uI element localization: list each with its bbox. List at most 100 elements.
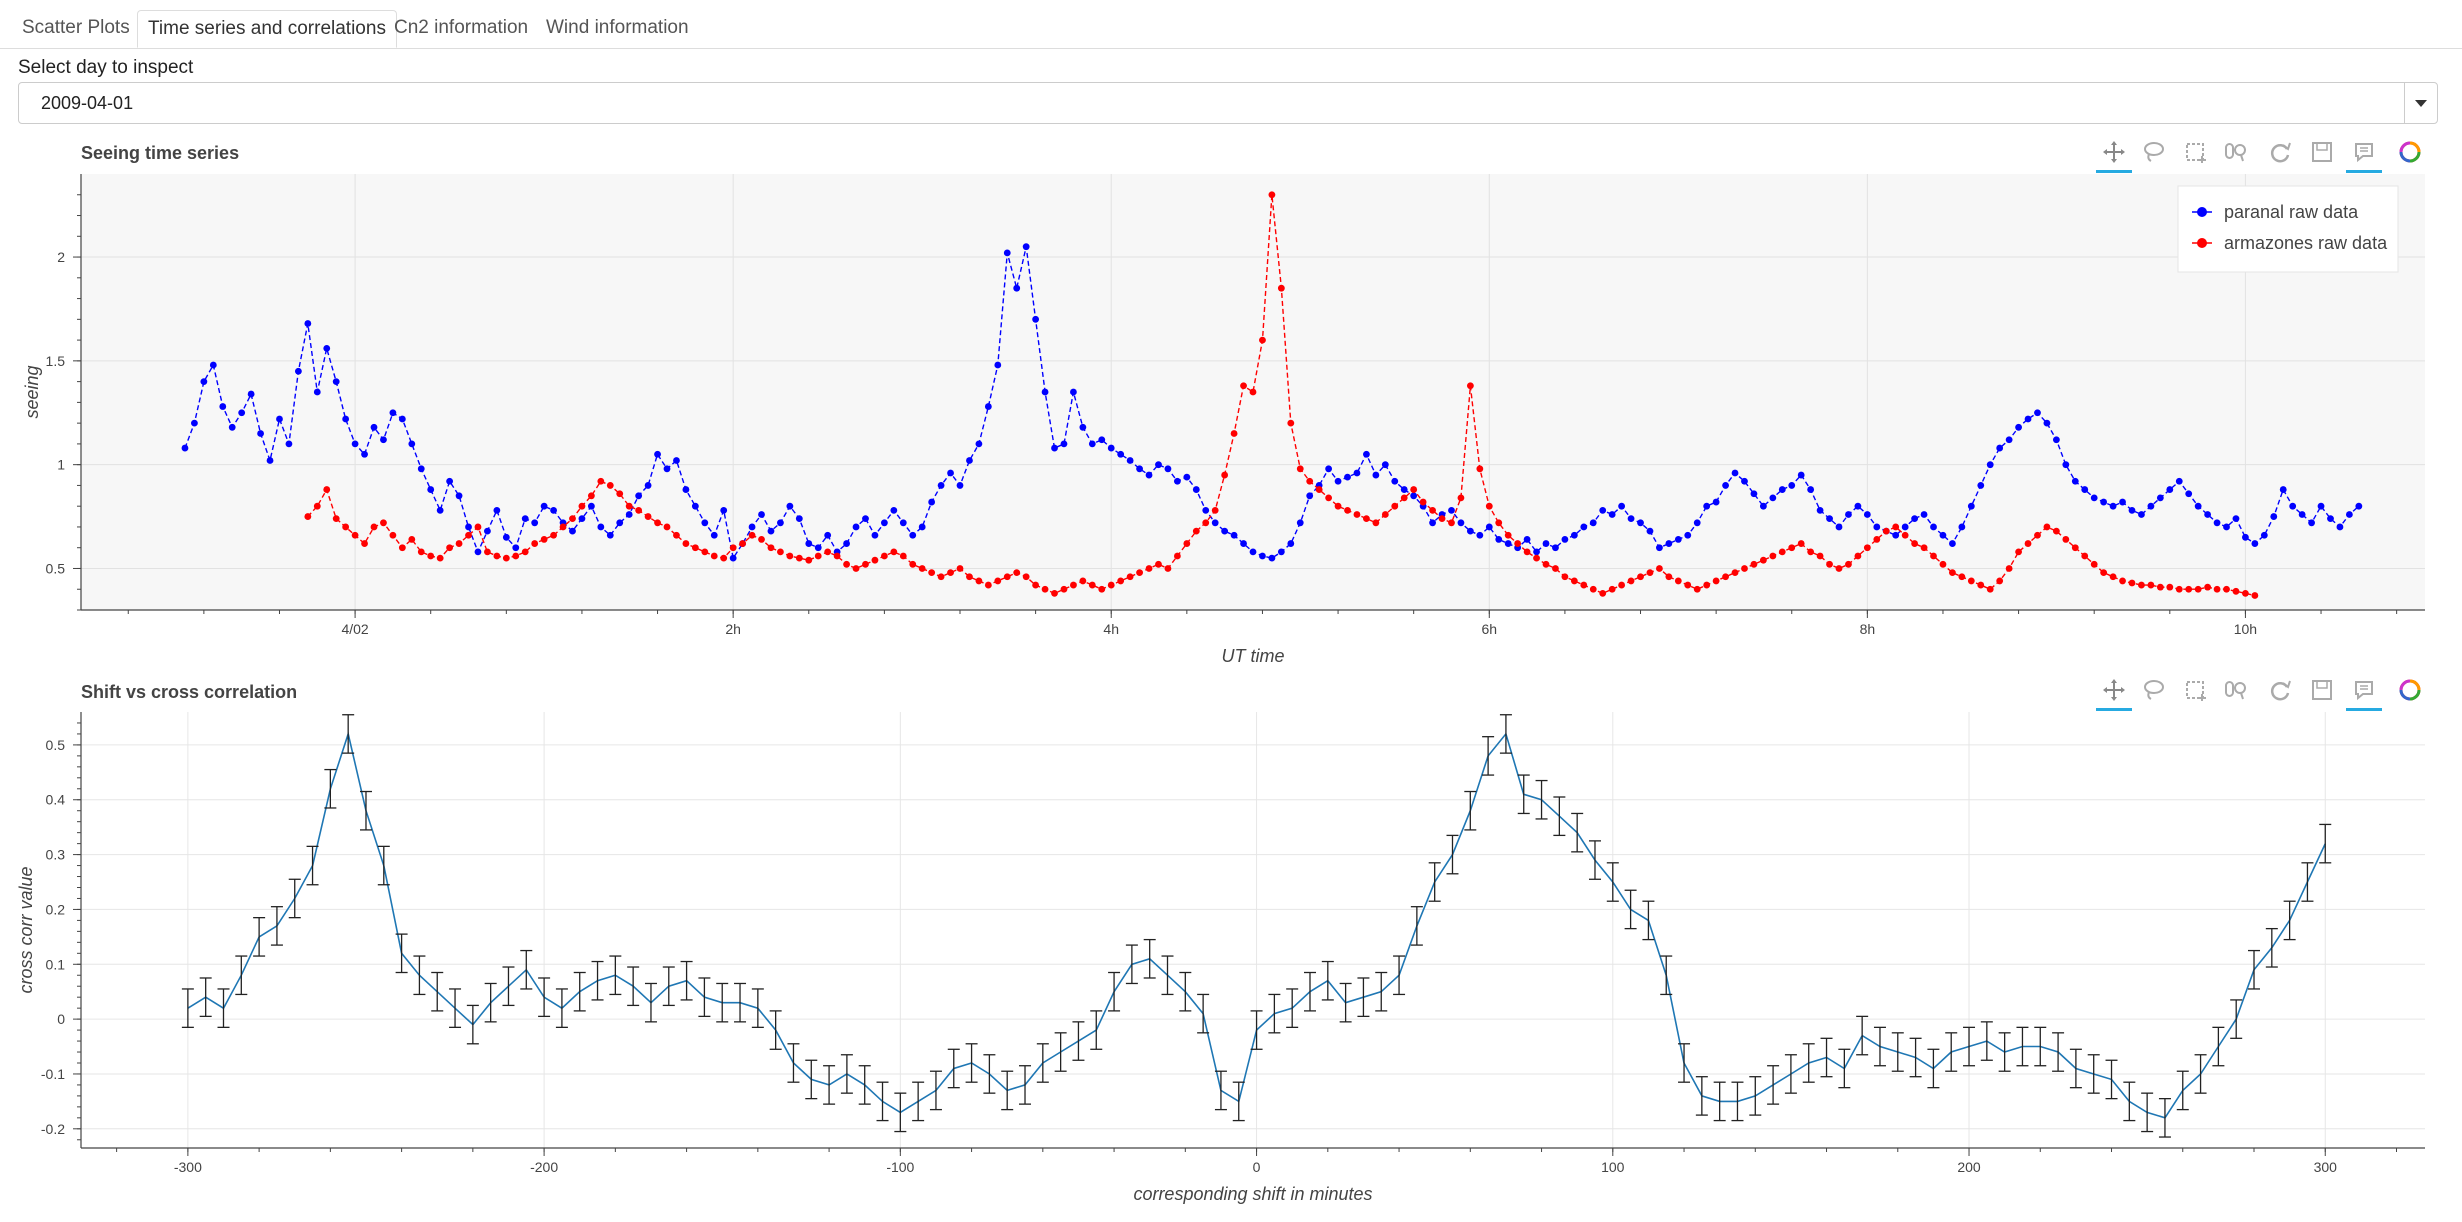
- save-icon: [2312, 680, 2332, 700]
- armazones-data-point: [1221, 471, 1229, 479]
- armazones-data-point: [2242, 589, 2249, 597]
- paranal-data-point: [1552, 544, 1559, 552]
- error-bar: [1001, 1070, 1014, 1111]
- day-select-label: Select day to inspect: [18, 57, 194, 78]
- error-bar: [2283, 900, 2296, 941]
- error-bar: [1019, 1065, 1032, 1105]
- hover-tool[interactable]: [2346, 672, 2382, 711]
- paranal-data-point: [1306, 492, 1314, 500]
- armazones-data-point: [1211, 506, 1219, 514]
- armazones-data-point: [2109, 573, 2117, 581]
- tab-time-series-and-correlations[interactable]: Time series and correlations: [137, 10, 397, 48]
- box-select-tool[interactable]: [2178, 134, 2214, 170]
- paranal-data-point: [512, 544, 520, 552]
- paranal-series-line: [184, 246, 2360, 560]
- armazones-data-point: [1608, 585, 1616, 593]
- armazones-data-point: [1949, 569, 1956, 577]
- paranal-data-point: [1259, 552, 1266, 560]
- error-bar: [502, 966, 515, 1007]
- paranal-data-point: [2175, 477, 2183, 485]
- error-bar: [680, 960, 693, 1001]
- armazones-data-point: [1277, 284, 1285, 292]
- error-bar: [1232, 1081, 1245, 1122]
- paranal-data-point: [1854, 502, 1862, 510]
- armazones-data-point: [427, 552, 435, 560]
- seeing-plot-title: Seeing time series: [81, 143, 240, 163]
- reset-tool[interactable]: [2262, 672, 2298, 708]
- paranal-data-point: [729, 554, 737, 562]
- x-tick-label: 6h: [1482, 621, 1498, 637]
- armazones-data-point: [1325, 494, 1333, 502]
- armazones-data-point: [862, 560, 869, 568]
- wheel-zoom-tool[interactable]: [2218, 134, 2254, 170]
- pan-tool[interactable]: [2096, 134, 2132, 173]
- armazones-data-point: [2251, 592, 2259, 599]
- paranal-data-point: [2223, 523, 2230, 531]
- wheel-zoom-tool[interactable]: [2218, 672, 2254, 708]
- paranal-data-point: [777, 519, 784, 527]
- paranal-data-point: [2109, 502, 2117, 510]
- paranal-data-point: [2156, 494, 2164, 502]
- day-select-dropdown-toggle[interactable]: [2404, 83, 2437, 123]
- paranal-data-point: [1466, 527, 1474, 535]
- lasso-select-tool[interactable]: [2136, 672, 2172, 708]
- error-bar: [2052, 1032, 2065, 1072]
- day-select[interactable]: 2009-04-01: [18, 82, 2438, 124]
- save-tool[interactable]: [2304, 134, 2340, 170]
- armazones-data-point: [323, 486, 331, 493]
- error-bar: [929, 1070, 942, 1111]
- tab-wind-information[interactable]: Wind information: [546, 17, 689, 38]
- cross-correlation-plot[interactable]: -300 -200 -100 0 100 200 300 -0.2 -0.1 0 0.1 0.2 0.3…: [0, 700, 2462, 1222]
- tab-scatter-plots[interactable]: Scatter Plots: [22, 17, 130, 38]
- x-tick-label: 2h: [725, 621, 741, 637]
- armazones-data-point: [1287, 419, 1295, 427]
- reset-tool[interactable]: [2262, 134, 2298, 170]
- hover-tool[interactable]: [2346, 134, 2382, 173]
- armazones-data-point: [1646, 569, 1654, 577]
- armazones-data-point: [2090, 560, 2098, 568]
- paranal-data-point: [956, 482, 964, 489]
- error-bar: [431, 971, 444, 1012]
- paranal-data-point: [748, 523, 756, 531]
- box-select-tool[interactable]: [2178, 672, 2214, 708]
- paranal-data-point: [2005, 436, 2013, 444]
- armazones-data-point: [493, 552, 501, 560]
- paranal-data-point: [994, 361, 1002, 369]
- error-bar: [1678, 1043, 1691, 1083]
- armazones-data-point: [1552, 565, 1559, 572]
- error-bar: [1286, 988, 1299, 1028]
- bokeh-logo-tool[interactable]: [2392, 672, 2428, 708]
- armazones-data-point: [1410, 486, 1418, 493]
- armazones-data-point: [1759, 556, 1767, 564]
- error-bar: [1820, 1037, 1833, 1078]
- paranal-data-point: [408, 440, 416, 448]
- save-tool[interactable]: [2304, 672, 2340, 708]
- armazones-data-point: [1173, 552, 1181, 560]
- y-tick-label: 0.2: [46, 901, 66, 917]
- error-bar: [1072, 1021, 1085, 1061]
- paranal-data-point: [1013, 284, 1021, 292]
- cross-corr-plot-title: Shift vs cross correlation: [81, 682, 298, 702]
- armazones-data-point: [474, 523, 482, 531]
- armazones-data-point: [1637, 573, 1644, 581]
- lasso-select-tool[interactable]: [2136, 134, 2172, 170]
- armazones-data-point: [1391, 502, 1399, 510]
- x-tick-label: 10h: [2234, 621, 2257, 637]
- seeing-time-series-plot[interactable]: 4/02 2h 4h 6h 8h 10h 0.5 1 1.5 2 UT time seeing para…: [0, 160, 2462, 670]
- paranal-data-point: [474, 548, 482, 556]
- error-bar: [1268, 993, 1281, 1034]
- armazones-data-point: [502, 554, 510, 562]
- error-bar: [2248, 949, 2261, 990]
- armazones-data-point: [691, 544, 699, 552]
- paranal-data-point: [2166, 486, 2174, 493]
- tab-cn2-information[interactable]: Cn2 information: [394, 17, 529, 38]
- paranal-data-point: [1098, 436, 1106, 444]
- paranal-data-point: [1722, 482, 1729, 489]
- paranal-data-point: [294, 367, 302, 375]
- bokeh-logo-tool[interactable]: [2392, 134, 2428, 170]
- error-bar: [2176, 1070, 2189, 1111]
- error-bar: [342, 714, 355, 754]
- pan-tool[interactable]: [2096, 672, 2132, 711]
- error-bar: [1197, 993, 1210, 1034]
- paranal-data-point: [2242, 533, 2249, 541]
